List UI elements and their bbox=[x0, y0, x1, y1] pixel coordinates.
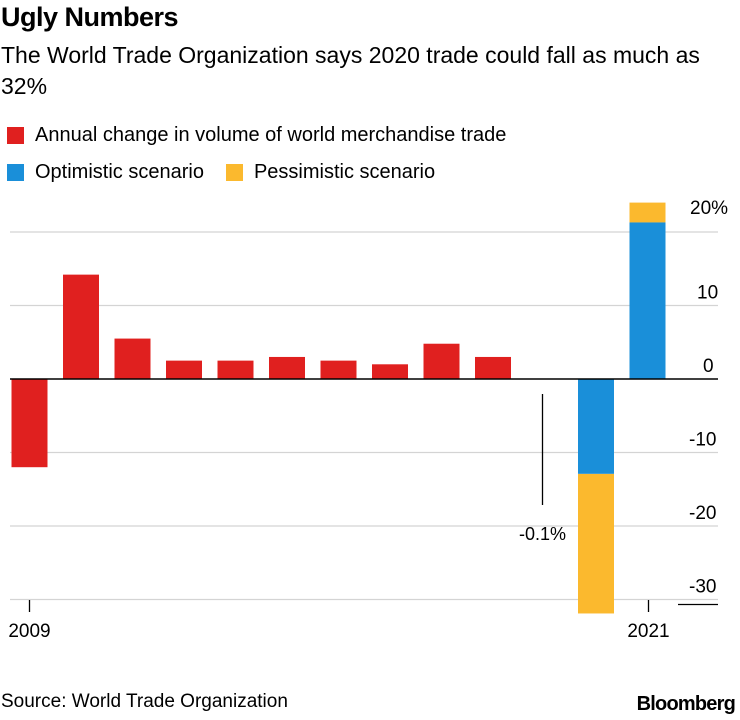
source-note: Source: World Trade Organization bbox=[1, 691, 288, 712]
bloomberg-logo: Bloomberg bbox=[636, 693, 736, 715]
y-tick-label: 0 bbox=[703, 356, 714, 377]
legend-swatch-optimistic bbox=[7, 164, 24, 181]
bar-trade-2017 bbox=[423, 343, 460, 379]
bar-trade-2018 bbox=[475, 356, 511, 379]
bar-trade-2010 bbox=[63, 274, 99, 379]
bar-trade-2015 bbox=[320, 360, 357, 379]
legend-row-1: Annual change in volume of world merchan… bbox=[7, 124, 506, 147]
legend-swatch-trade bbox=[7, 127, 24, 144]
bar-pessimistic-2021 bbox=[629, 202, 666, 223]
bar-trade-2016 bbox=[372, 364, 408, 379]
bar-trade-2014 bbox=[269, 356, 305, 379]
legend-label-optimistic: Optimistic scenario bbox=[35, 161, 204, 183]
y-tick-label: 10 bbox=[697, 283, 718, 304]
legend-label-pessimistic: Pessimistic scenario bbox=[253, 161, 436, 183]
bar-trade-2013 bbox=[217, 360, 254, 379]
bar-trade-2012 bbox=[166, 360, 202, 379]
x-tick-label: 2021 bbox=[627, 621, 669, 642]
bar-optimistic-2021 bbox=[629, 222, 666, 379]
legend-item-pessimistic: Pessimistic scenario bbox=[225, 161, 436, 184]
legend-label-trade: Annual change in volume of world merchan… bbox=[35, 124, 507, 146]
legend-row-2: Optimistic scenario Pessimistic scenario bbox=[7, 161, 435, 184]
legend-swatch-pessimistic bbox=[225, 164, 243, 181]
y-tick-label: -30 bbox=[689, 577, 716, 598]
y-tick-label: -20 bbox=[689, 503, 716, 524]
annotation-label: -0.1% bbox=[519, 524, 566, 544]
bar-trade-2009 bbox=[11, 379, 48, 468]
x-tick-label: 2009 bbox=[8, 621, 50, 642]
chart-title: Ugly Numbers bbox=[1, 2, 179, 32]
chart-subtitle: The World Trade Organization says 2020 t… bbox=[1, 42, 700, 99]
bar-pessimistic-2020 bbox=[578, 473, 614, 614]
bar-trade-2011 bbox=[114, 338, 151, 379]
y-tick-label: -10 bbox=[689, 430, 716, 451]
y-tick-label: 20% bbox=[690, 198, 728, 219]
bar-optimistic-2020 bbox=[578, 379, 614, 474]
